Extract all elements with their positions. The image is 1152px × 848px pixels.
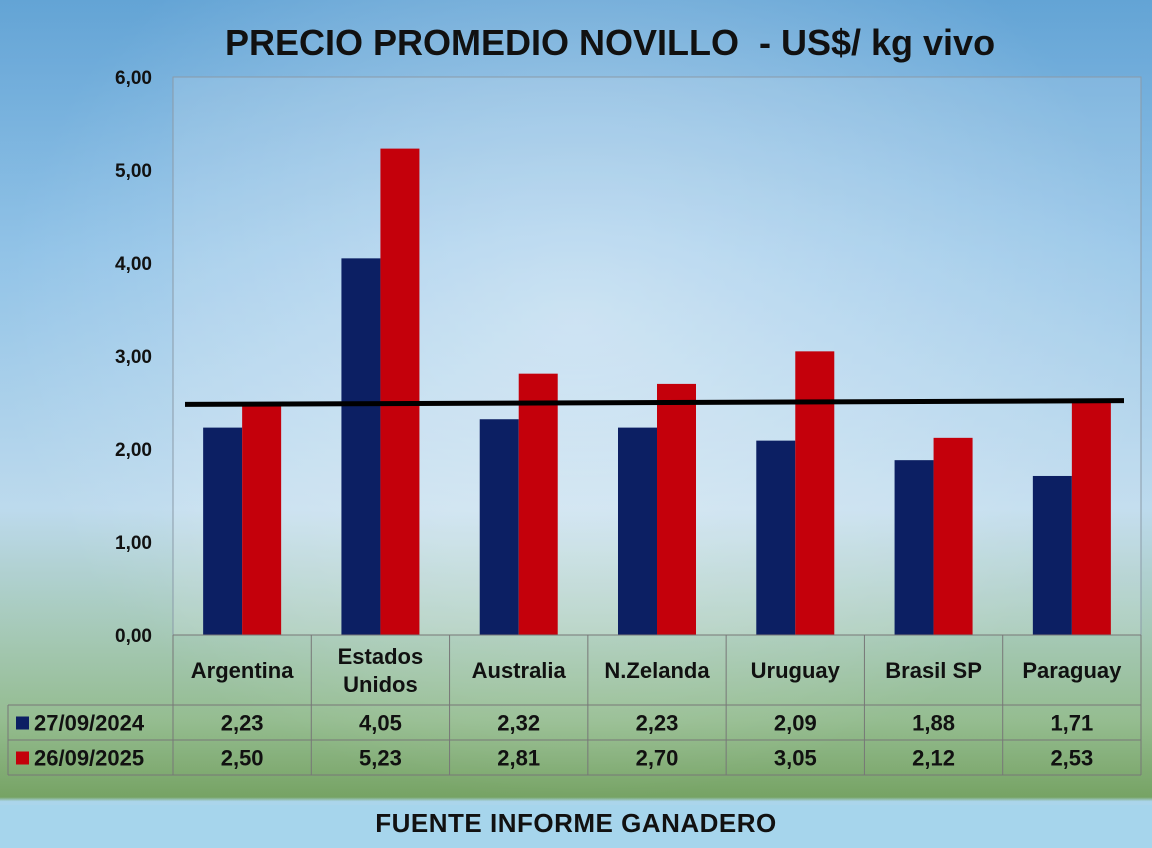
category-label: Paraguay — [1022, 658, 1122, 683]
bar-2025 — [795, 351, 835, 635]
data-label: 1,88 — [912, 711, 955, 736]
bar-2024 — [1032, 475, 1072, 635]
category-label: Brasil SP — [885, 658, 982, 683]
data-label: 2,81 — [497, 746, 540, 771]
bar-2024 — [479, 419, 519, 635]
y-tick-label: 6,00 — [115, 68, 152, 89]
bar-2025 — [657, 383, 696, 635]
y-tick-label: 5,00 — [115, 161, 152, 182]
y-tick-label: 2,00 — [115, 440, 152, 461]
source-footer: FUENTE INFORME GANADERO — [375, 808, 777, 838]
data-label: 2,09 — [774, 711, 817, 736]
category-label: N.Zelanda — [604, 658, 710, 683]
data-label: 2,53 — [1050, 746, 1093, 771]
y-tick-label: 1,00 — [115, 533, 152, 554]
footer-band — [0, 805, 1152, 848]
bar-2024 — [341, 258, 381, 635]
y-tick-label: 3,00 — [115, 347, 152, 368]
y-tick-label: 4,00 — [115, 254, 152, 275]
bar-2025 — [1071, 399, 1111, 635]
bar-2024 — [756, 440, 796, 635]
bar-2025 — [933, 437, 973, 635]
category-label: Unidos — [343, 672, 418, 697]
bar-2024 — [203, 427, 243, 635]
category-label: Uruguay — [751, 658, 841, 683]
data-label: 2,23 — [636, 711, 679, 736]
bar-2025 — [380, 148, 420, 636]
bar-2024 — [618, 427, 657, 635]
data-label: 2,50 — [221, 746, 264, 771]
legend-label: 26/09/2025 — [34, 746, 144, 771]
bar-2025 — [242, 402, 282, 635]
category-label: Argentina — [191, 658, 294, 683]
legend-key — [16, 751, 29, 765]
category-label: Estados — [338, 644, 424, 669]
data-label: 3,05 — [774, 746, 817, 771]
data-label: 2,70 — [636, 746, 679, 771]
bar-chart: 0,00 1,00 2,00 3,00 4,00 5,00 6,00 Argentina Est… — [7, 68, 1142, 776]
data-label: 1,71 — [1050, 711, 1093, 736]
bar-2025 — [518, 373, 558, 635]
category-label: Australia — [472, 658, 567, 683]
bar-2024 — [894, 460, 934, 635]
average-line — [184, 398, 1125, 407]
legend-key — [16, 716, 29, 730]
data-label: 2,12 — [912, 746, 955, 771]
y-tick-label: 0,00 — [115, 626, 152, 647]
data-label: 2,23 — [221, 711, 264, 736]
data-label: 4,05 — [359, 711, 402, 736]
data-label: 2,32 — [497, 711, 540, 736]
data-label: 5,23 — [359, 746, 402, 771]
legend-label: 27/09/2024 — [34, 711, 145, 736]
chart-title: PRECIO PROMEDIO NOVILLO - US$/ kg vivo — [224, 22, 996, 63]
